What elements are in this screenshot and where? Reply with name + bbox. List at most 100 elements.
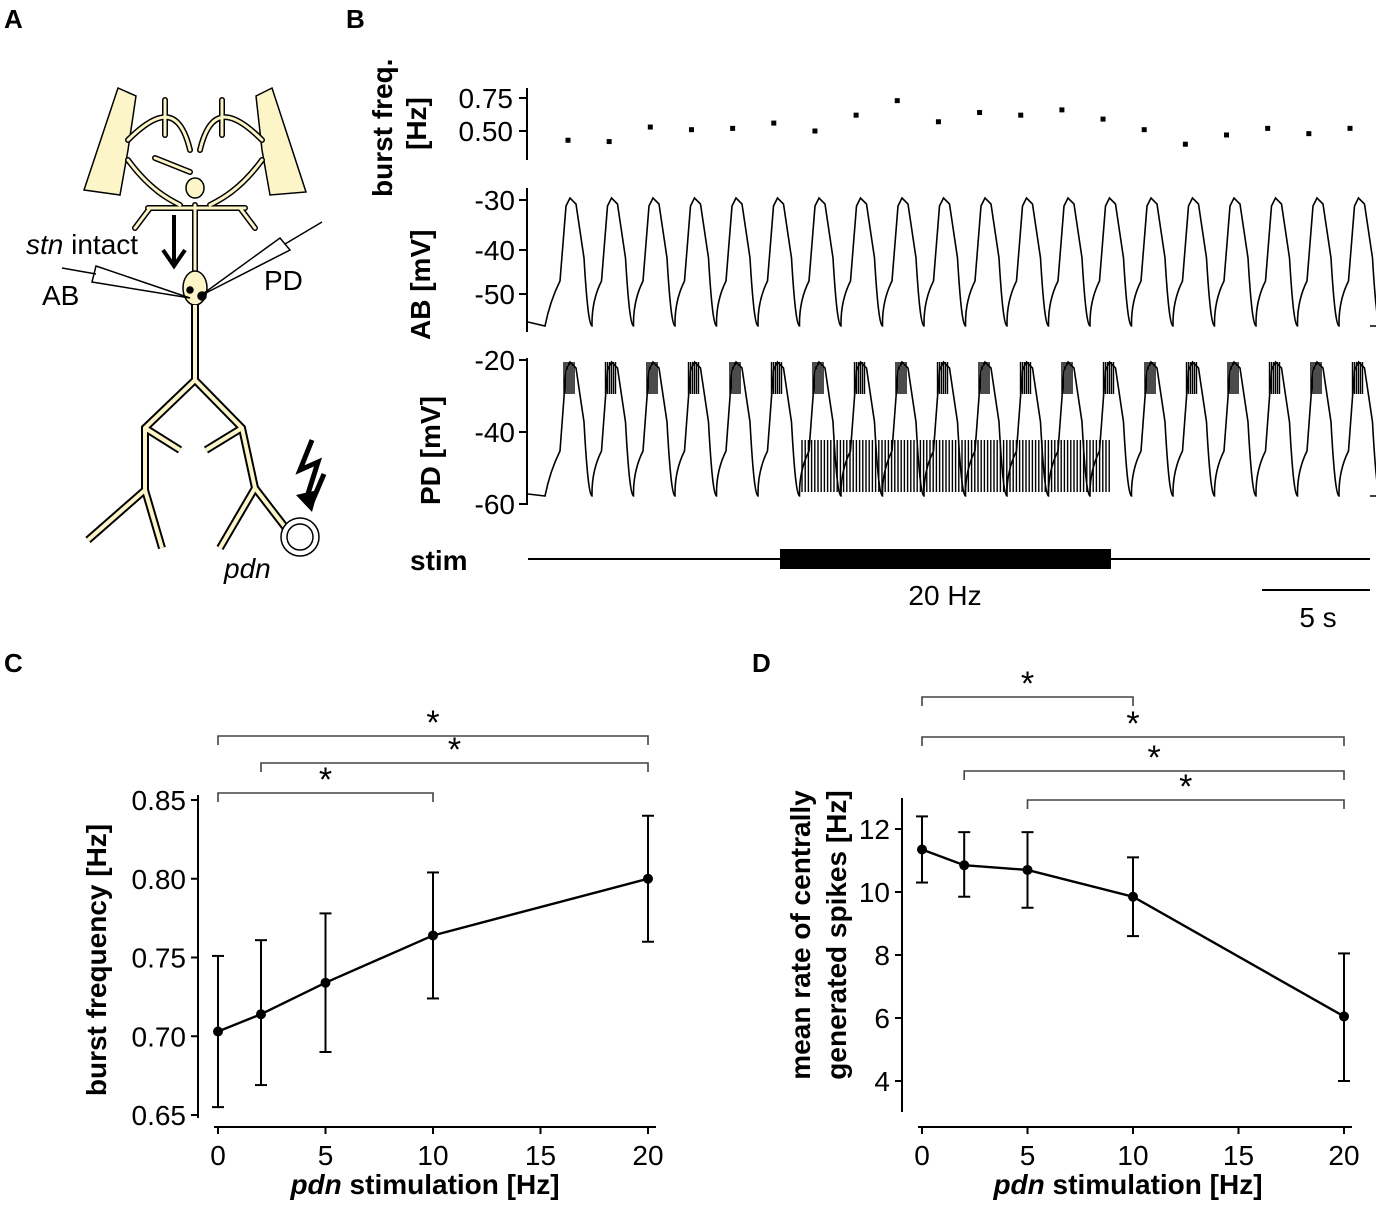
d-axes: 0 5 10 15 20 12 10 8 6 4: [859, 798, 1360, 1171]
y-tick-label: 10: [859, 877, 890, 908]
y-tick-label: 0.65: [132, 1100, 187, 1131]
burst-freq-dot: [1306, 131, 1312, 137]
burst-freq-dot: [853, 112, 859, 118]
panel-label-c: C: [4, 648, 23, 678]
pd-voltage-trace: [527, 360, 1376, 497]
burst-freq-dot: [1265, 125, 1271, 131]
d-data-series: [916, 815, 1350, 1082]
data-point: [320, 977, 331, 988]
burst-freq-dot: [894, 98, 900, 104]
burst-freq-tick-075: 0.75: [459, 83, 514, 114]
c-significance-brackets: ***: [217, 704, 649, 802]
data-point: [256, 1009, 266, 1020]
significance-bracket: [260, 762, 649, 772]
stim-frequency-label: 20 Hz: [908, 580, 981, 611]
esophageal-ganglion: [185, 177, 205, 199]
c-data-series: [212, 814, 654, 1109]
pd-tick-minus20: -20: [475, 345, 515, 376]
significance-star: *: [1179, 768, 1192, 806]
burst-freq-axis-label-line1: burst freq.: [367, 59, 398, 197]
y-tick-label: 0.85: [132, 785, 187, 816]
ab-tick-minus40: -40: [475, 235, 515, 266]
data-point: [1339, 1011, 1349, 1022]
panel-label-b: B: [346, 4, 365, 34]
significance-star: *: [1021, 665, 1034, 703]
stim-label: stim: [410, 545, 468, 576]
data-point: [1022, 864, 1033, 875]
burst-freq-dot: [1224, 132, 1230, 138]
x-tick-label: 5: [1020, 1140, 1036, 1171]
c-y-axis-label: burst frequency [Hz]: [81, 824, 112, 1096]
burst-freq-dot: [1182, 141, 1188, 147]
significance-star: *: [1147, 739, 1160, 777]
data-point: [428, 930, 438, 941]
x-tick-label: 15: [525, 1140, 556, 1171]
ab-tick-minus50: -50: [475, 279, 515, 310]
panel-label-a: A: [4, 4, 23, 34]
lightning-bolt-icon: [295, 439, 323, 501]
ab-label: AB: [42, 280, 79, 311]
y-tick-label: 4: [874, 1066, 890, 1097]
y-tick-label: 0.80: [132, 864, 187, 895]
panel-b-traces: burst freq. [Hz] 0.75 0.50 AB [mV] -30 -…: [367, 59, 1376, 633]
d-y-axis-label-line2: generated spikes [Hz]: [821, 790, 852, 1079]
stomatogastric-nervous-system-diagram: [61, 86, 327, 557]
d-significance-brackets: ****: [921, 665, 1345, 809]
x-tick-label: 15: [1223, 1140, 1254, 1171]
burst-freq-axis-label-line2: [Hz]: [401, 97, 432, 150]
left-commissural-ganglion: [83, 86, 137, 196]
y-tick-label: 0.75: [132, 943, 187, 974]
ab-neuron-soma: [186, 286, 194, 294]
data-point: [917, 844, 927, 855]
x-tick-label: 20: [1328, 1140, 1359, 1171]
c-axes: 0 5 10 15 20 0.85 0.80 0.75 0.70 0.65: [132, 785, 664, 1171]
burst-freq-dot: [647, 124, 653, 130]
x-tick-label: 5: [318, 1140, 334, 1171]
burst-freq-dot: [935, 119, 941, 125]
pd-tick-minus60: -60: [475, 489, 515, 520]
x-tick-label: 10: [417, 1140, 448, 1171]
ab-axis-label: AB [mV]: [405, 230, 436, 340]
burst-freq-dot: [1141, 127, 1147, 133]
significance-bracket: [217, 792, 434, 802]
x-tick-label: 0: [914, 1140, 930, 1171]
time-scale-label: 5 s: [1299, 602, 1336, 633]
significance-star: *: [448, 731, 461, 769]
upper-nerves-fill: [126, 98, 264, 284]
data-point: [213, 1026, 223, 1037]
d-y-axis-label-line1: mean rate of centrally: [785, 790, 816, 1080]
stim-bar: [780, 549, 1111, 569]
ab-voltage-trace: [527, 196, 1376, 327]
significance-bracket: [963, 770, 1345, 780]
burst-freq-dot: [977, 110, 983, 116]
burst-freq-dot: [688, 127, 694, 133]
burst-freq-dot: [565, 137, 571, 143]
x-tick-label: 10: [1117, 1140, 1148, 1171]
pd-axis-label: PD [mV]: [415, 396, 446, 505]
data-point: [1128, 891, 1138, 902]
ab-tick-minus30: -30: [475, 185, 515, 216]
significance-star: *: [319, 761, 332, 799]
panel-d-chart: mean rate of centrally generated spikes …: [785, 665, 1360, 1200]
pd-tick-minus40: -40: [475, 417, 515, 448]
c-x-axis-label: pdn stimulation [Hz]: [289, 1169, 559, 1200]
panel-label-d: D: [752, 648, 771, 678]
data-point: [959, 860, 970, 871]
y-tick-label: 12: [859, 814, 890, 845]
y-tick-label: 8: [874, 940, 890, 971]
burst-freq-dot: [1347, 125, 1353, 131]
burst-freq-dot: [812, 128, 818, 134]
pd-label: PD: [264, 265, 303, 296]
significance-bracket: [217, 735, 649, 745]
data-point: [643, 873, 653, 884]
significance-star: *: [426, 704, 439, 742]
pdn-label: pdn: [223, 553, 271, 584]
burst-freq-dot: [1100, 116, 1106, 122]
significance-bracket: [921, 696, 1134, 706]
burst-freq-dot: [771, 120, 777, 126]
significance-star: *: [1126, 705, 1139, 743]
burst-freq-dot: [1059, 107, 1065, 113]
burst-freq-dot: [606, 139, 612, 145]
x-tick-label: 0: [210, 1140, 226, 1171]
